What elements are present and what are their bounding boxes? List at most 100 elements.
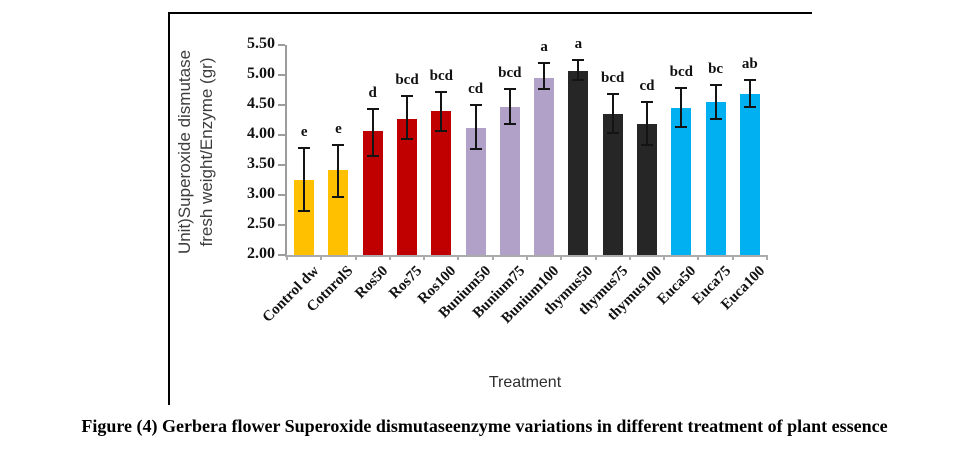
bar-ros50: [362, 131, 383, 255]
y-axis-tick-label: 2.50: [247, 215, 275, 232]
error-bar-line: [611, 94, 614, 134]
y-axis-tick: [278, 164, 285, 166]
error-bar-cap-top: [332, 143, 345, 146]
y-axis-tick-label: 5.00: [247, 65, 275, 82]
error-bar-cap-bottom: [606, 132, 619, 135]
y-axis-tick-label: 5.50: [247, 35, 275, 52]
y-axis-tick-label: 2.00: [247, 245, 275, 262]
error-bar-cap-top: [366, 107, 379, 110]
error-bar-line: [303, 148, 306, 212]
x-axis-tick: [286, 255, 288, 260]
x-axis-tick: [594, 255, 597, 260]
error-bar-cap-top: [572, 59, 585, 61]
bar-euca75: [705, 102, 726, 255]
error-bar-cap-bottom: [503, 123, 516, 126]
error-bar-line: [543, 63, 546, 89]
x-axis-tick: [354, 255, 357, 260]
x-axis-tick: [491, 255, 494, 260]
significance-letter: bc: [708, 60, 724, 77]
x-axis-tick: [423, 255, 426, 260]
significance-letter: e: [335, 120, 342, 137]
error-bar-cap-bottom: [332, 196, 345, 199]
bar-thymus100: [637, 124, 657, 255]
y-axis-tick: [278, 74, 285, 76]
y-axis-tick: [278, 104, 285, 106]
error-bar-cap-bottom: [366, 155, 379, 157]
bar-euca100: [739, 94, 760, 255]
error-bar-line: [406, 96, 408, 140]
error-bar-cap-top: [469, 104, 482, 106]
error-bar-line: [508, 88, 511, 125]
error-bar-cap-bottom: [469, 148, 482, 151]
x-axis-tick: [697, 255, 700, 260]
y-axis-tick: [278, 224, 285, 226]
error-bar-line: [577, 60, 580, 81]
error-bar-cap-bottom: [675, 126, 688, 129]
x-axis-tick: [320, 255, 323, 260]
error-bar-cap-bottom: [298, 210, 311, 213]
significance-letter: bcd: [429, 67, 453, 84]
y-axis-tick-label: 4.00: [247, 125, 275, 142]
error-bar-cap-top: [435, 90, 448, 93]
bar-ros75: [397, 118, 417, 255]
error-bar-line: [371, 108, 374, 156]
y-axis-tick-label: 4.50: [247, 95, 275, 112]
y-axis-tick-label: 3.00: [247, 185, 275, 202]
y-axis-tick: [278, 194, 285, 196]
bar-control-dw: [294, 180, 315, 255]
significance-letter: d: [368, 84, 377, 101]
x-axis-tick: [560, 255, 563, 260]
y-axis-title-line1: Unit)Superoxide dismutase: [174, 49, 194, 255]
y-axis-tick: [278, 254, 285, 256]
error-bar-cap-top: [641, 101, 653, 103]
significance-letter: ab: [741, 55, 758, 72]
significance-letter: bcd: [669, 64, 693, 81]
y-axis-tick: [278, 44, 285, 46]
error-bar-line: [337, 144, 340, 198]
error-bar-cap-bottom: [435, 130, 448, 133]
x-axis-tick: [457, 255, 460, 260]
error-bar-cap-top: [606, 93, 619, 96]
error-bar-line: [440, 91, 443, 132]
significance-letter: bcd: [601, 70, 625, 87]
bar-bunium75: [499, 106, 520, 255]
bar-thymus50: [568, 70, 589, 255]
significance-letter: cd: [468, 81, 484, 97]
error-bar-line: [680, 88, 683, 128]
x-axis-tick: [766, 255, 768, 260]
chart-frame: [168, 12, 812, 405]
x-axis-title: Treatment: [488, 374, 562, 391]
significance-letter: bcd: [498, 64, 522, 81]
error-bar-cap-top: [401, 95, 413, 97]
bar-cotnrols: [328, 170, 349, 255]
significance-letter: e: [300, 124, 308, 141]
error-bar-line: [714, 84, 717, 119]
bar-bunium100: [534, 78, 555, 255]
y-axis-tick: [278, 134, 285, 136]
x-axis-tick: [388, 255, 391, 260]
error-bar-line: [474, 105, 477, 150]
error-bar-cap-top: [503, 87, 516, 90]
bar-ros100: [431, 111, 452, 255]
error-bar-cap-bottom: [743, 106, 756, 109]
x-axis-tick: [663, 255, 666, 260]
significance-letter: a: [574, 36, 583, 52]
bar-thymus75: [602, 114, 623, 255]
y-axis-tick-label: 3.50: [247, 155, 275, 172]
figure-caption: Figure (4) Gerbera flower Superoxide dis…: [81, 416, 888, 436]
plot-area: 2.00 2.50 3.00 3.50 4.00 4.50 5.00 5.50 e Control…: [247, 35, 768, 327]
error-bar-cap-top: [709, 83, 722, 86]
error-bar-cap-bottom: [641, 143, 653, 146]
error-bar-cap-top: [538, 62, 551, 64]
x-axis-tick: [628, 255, 631, 260]
error-bar-cap-bottom: [709, 117, 722, 120]
significance-letter: bcd: [395, 72, 419, 88]
x-axis-tick: [731, 255, 734, 260]
error-bar-cap-top: [743, 78, 756, 81]
bar-euca50: [671, 108, 692, 255]
bar-bunium50: [465, 127, 486, 255]
significance-letter: cd: [639, 78, 655, 94]
error-bar-line: [646, 102, 648, 145]
error-bar-cap-bottom: [572, 79, 585, 82]
